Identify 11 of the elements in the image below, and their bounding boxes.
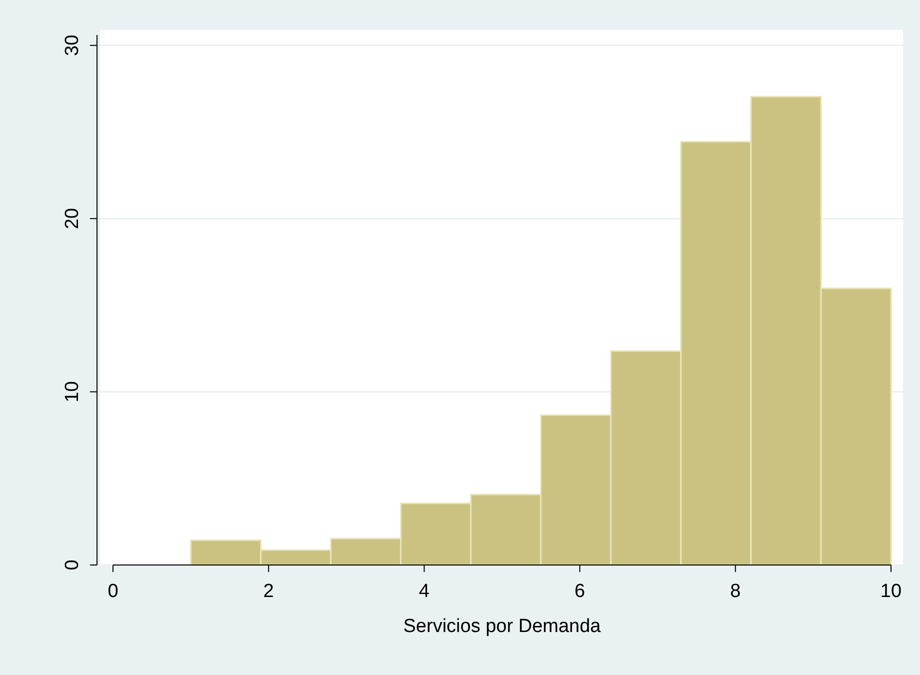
y-tick-label: 20 — [62, 208, 83, 230]
y-tick-label: 10 — [62, 381, 83, 402]
x-tick-label: 0 — [108, 581, 118, 602]
x-axis-title: Servicios por Demanda — [403, 616, 602, 637]
y-tick-label: 30 — [62, 34, 83, 56]
x-tick-label: 2 — [263, 581, 274, 602]
x-tick-label: 4 — [418, 581, 430, 602]
x-tick-label: 10 — [880, 581, 902, 602]
y-tick-label: 0 — [62, 560, 83, 570]
x-tick-label: 8 — [730, 581, 741, 602]
x-tick-label: 6 — [574, 581, 586, 602]
